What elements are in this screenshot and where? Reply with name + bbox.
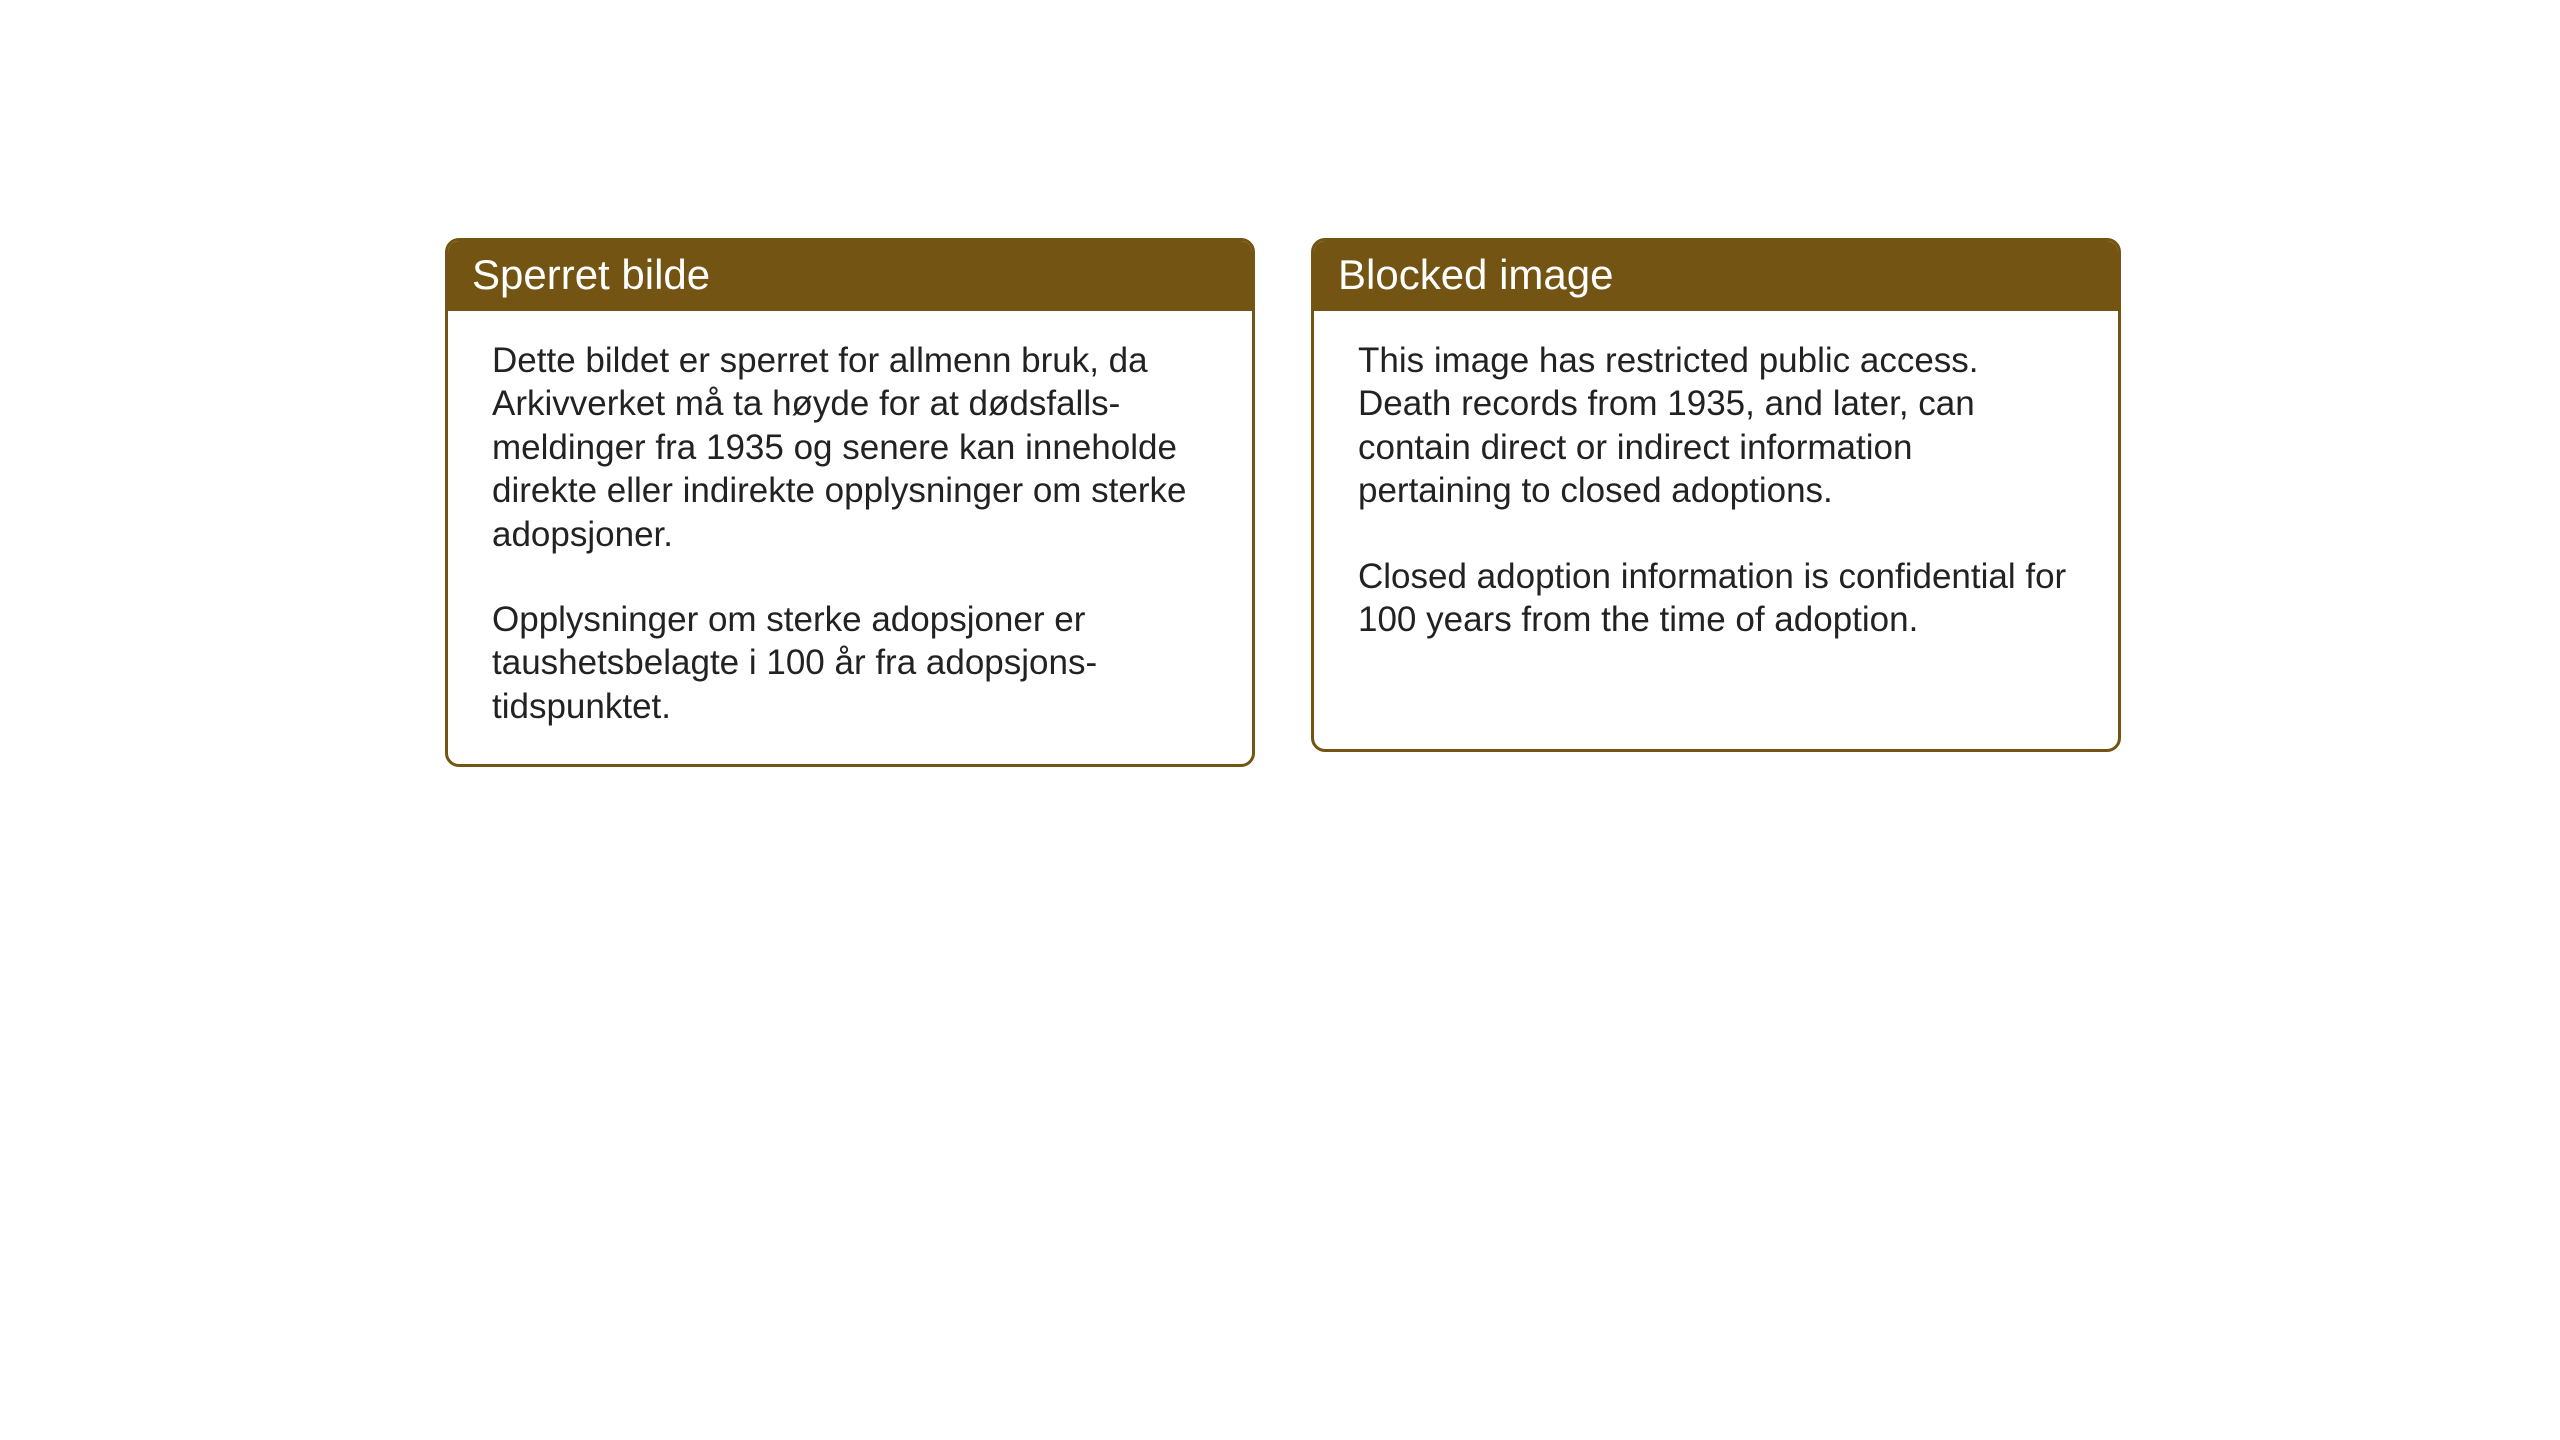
norwegian-paragraph-1: Dette bildet er sperret for allmenn bruk… [492, 339, 1208, 556]
english-notice-card: Blocked image This image has restricted … [1311, 238, 2121, 752]
norwegian-card-body: Dette bildet er sperret for allmenn bruk… [448, 311, 1252, 764]
english-card-title: Blocked image [1314, 241, 2118, 311]
english-card-body: This image has restricted public access.… [1314, 311, 2118, 677]
norwegian-paragraph-2: Opplysninger om sterke adopsjoner er tau… [492, 598, 1208, 728]
english-paragraph-1: This image has restricted public access.… [1358, 339, 2074, 513]
cards-container: Sperret bilde Dette bildet er sperret fo… [445, 238, 2121, 767]
norwegian-notice-card: Sperret bilde Dette bildet er sperret fo… [445, 238, 1255, 767]
english-paragraph-2: Closed adoption information is confident… [1358, 555, 2074, 642]
norwegian-card-title: Sperret bilde [448, 241, 1252, 311]
